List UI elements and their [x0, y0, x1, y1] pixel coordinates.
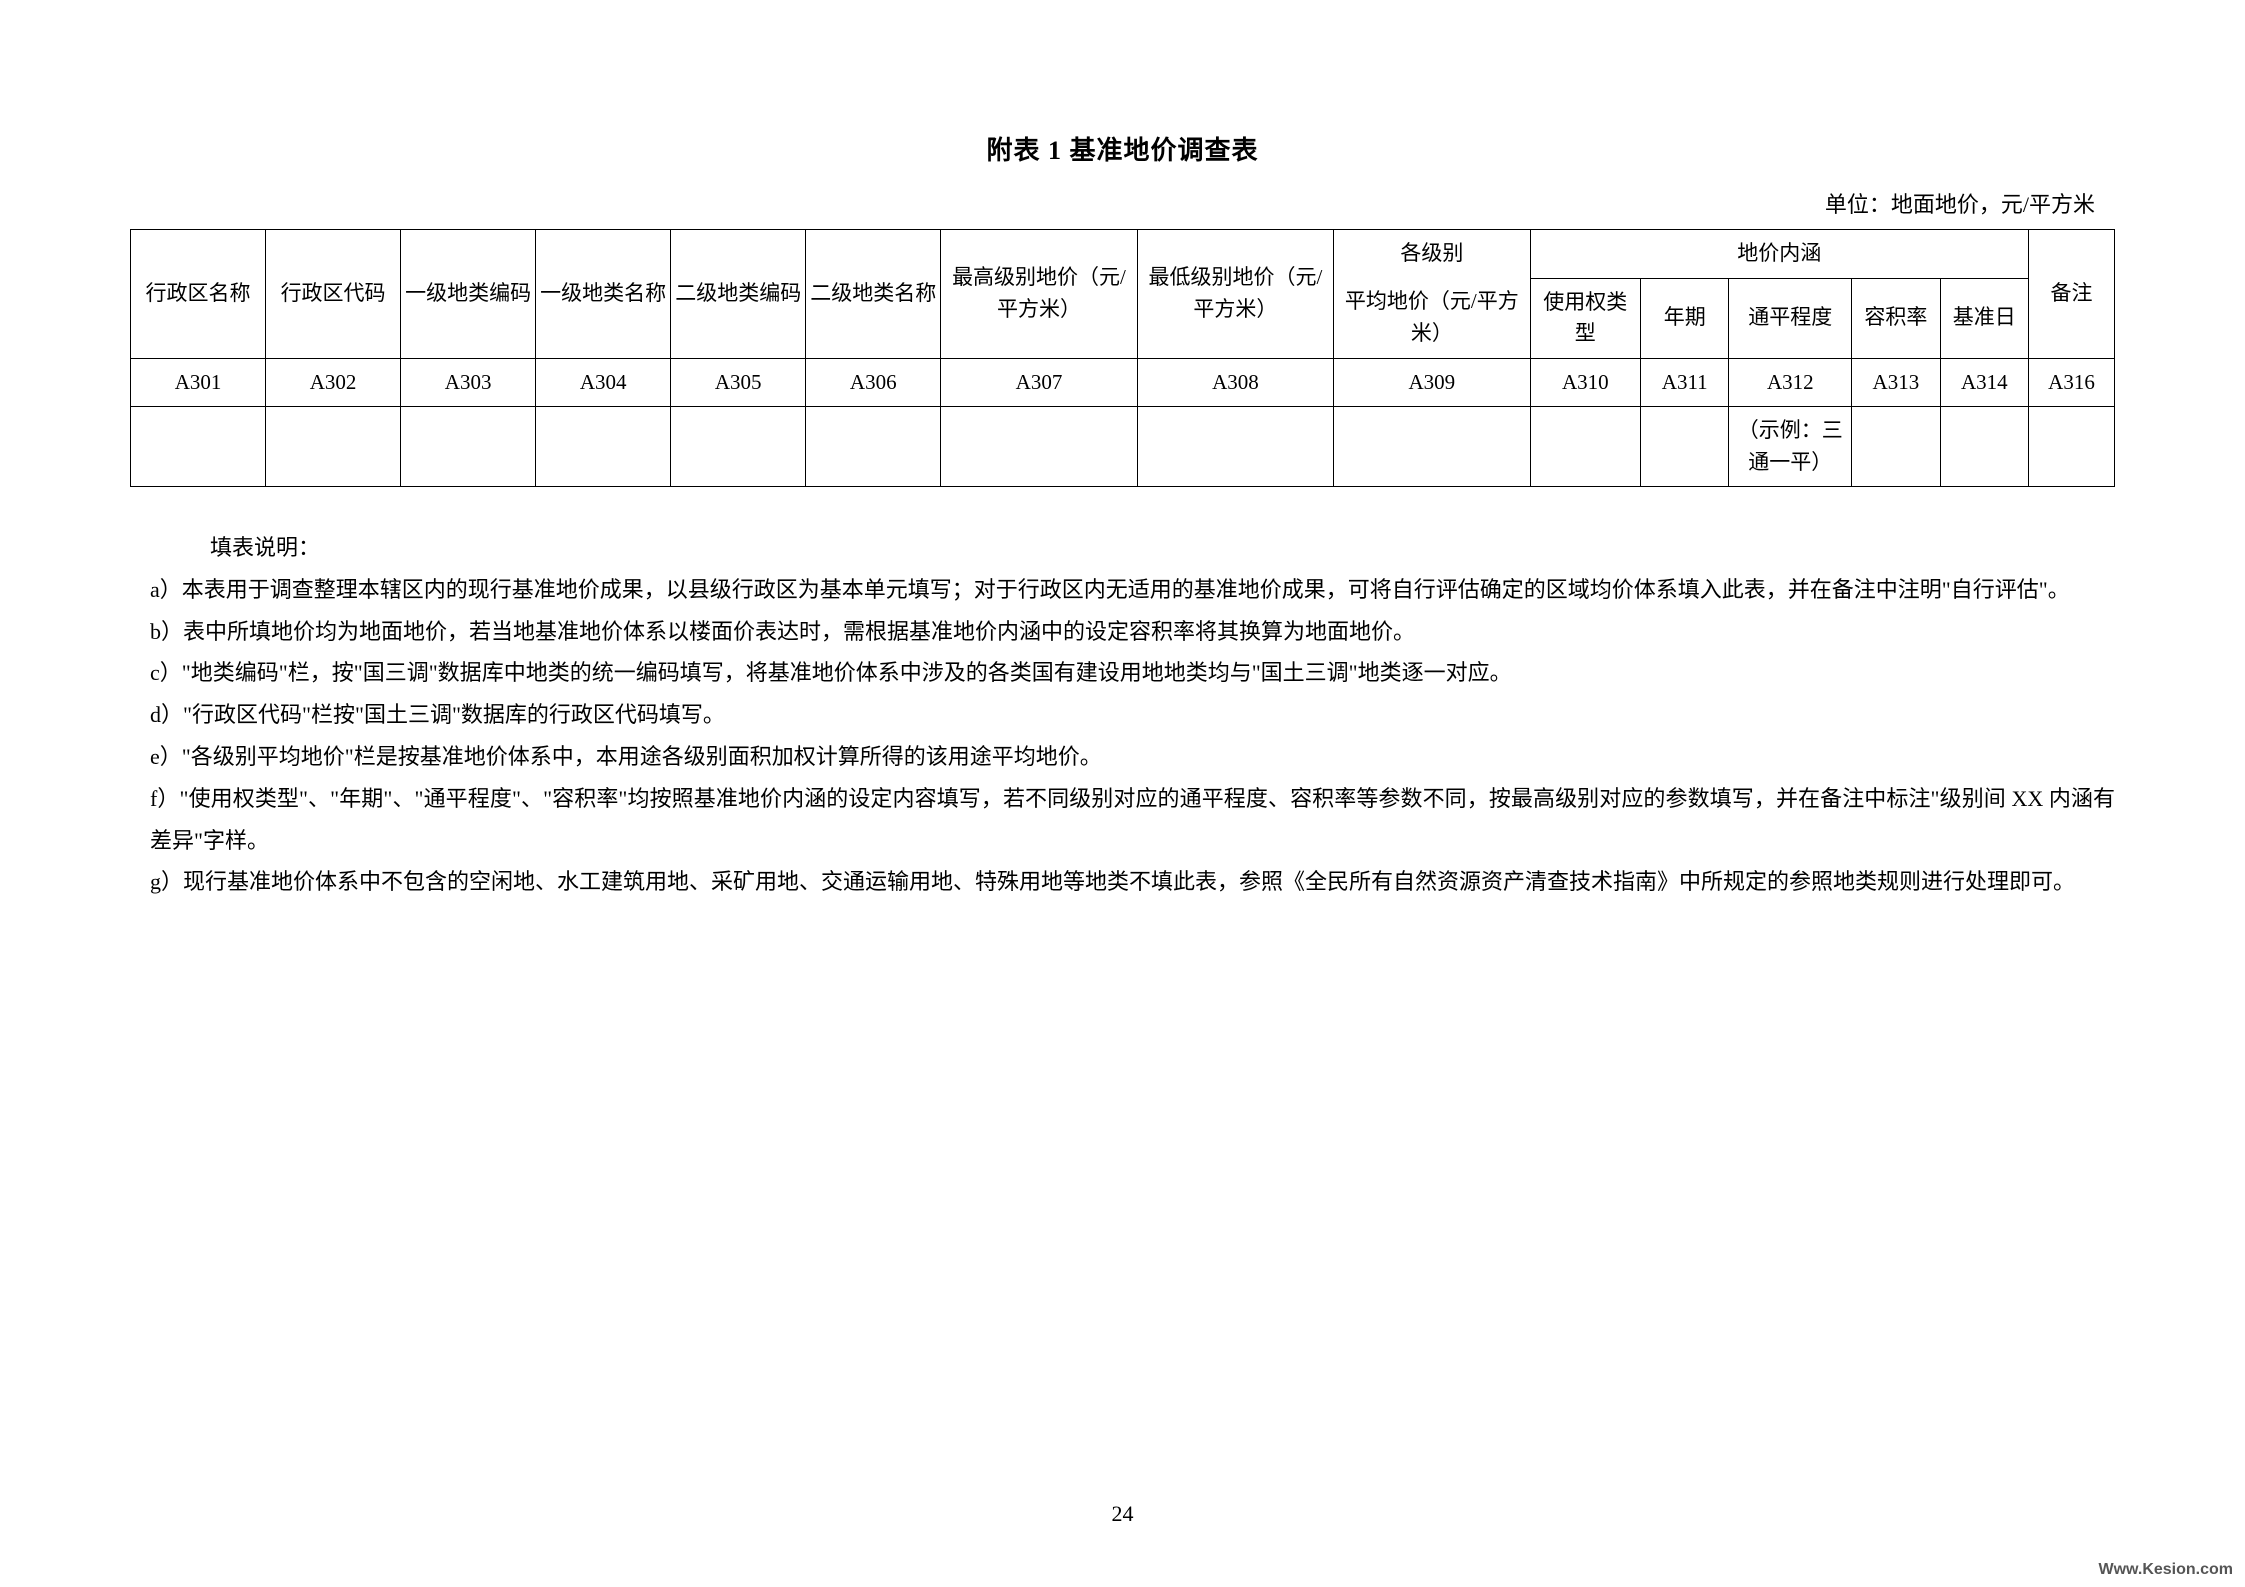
note-item: d）"行政区代码"栏按"国土三调"数据库的行政区代码填写。	[150, 694, 2115, 736]
header-col9-bot: 平均地价（元/平方米）	[1334, 278, 1530, 358]
empty-cell	[536, 407, 671, 487]
code-cell: A307	[941, 358, 1137, 407]
survey-table: 行政区名称 行政区代码 一级地类编码 一级地类名称 二级地类编码 二级地类名称 …	[130, 229, 2115, 487]
header-col12: 通平程度	[1729, 278, 1852, 358]
header-col4: 一级地类名称	[536, 230, 671, 359]
header-col3: 一级地类编码	[401, 230, 536, 359]
header-col10: 使用权类型	[1530, 278, 1640, 358]
header-col6: 二级地类名称	[806, 230, 941, 359]
notes-heading: 填表说明：	[150, 527, 2115, 569]
note-item: b）表中所填地价均为地面地价，若当地基准地价体系以楼面价表达时，需根据基准地价内…	[150, 611, 2115, 653]
note-item: f）"使用权类型"、"年期"、"通平程度"、"容积率"均按照基准地价内涵的设定内…	[150, 778, 2115, 862]
empty-cell	[2029, 407, 2115, 487]
code-cell: A301	[131, 358, 266, 407]
code-cell: A304	[536, 358, 671, 407]
empty-cell	[131, 407, 266, 487]
code-row: A301 A302 A303 A304 A305 A306 A307 A308 …	[131, 358, 2115, 407]
code-cell: A306	[806, 358, 941, 407]
header-col8: 最低级别地价（元/平方米）	[1137, 230, 1333, 359]
page-number: 24	[0, 1501, 2245, 1527]
header-connotation-group: 地价内涵	[1530, 230, 2028, 279]
empty-cell	[1641, 407, 1729, 487]
code-cell: A310	[1530, 358, 1640, 407]
code-cell: A309	[1334, 358, 1530, 407]
empty-cell	[941, 407, 1137, 487]
header-col2: 行政区代码	[266, 230, 401, 359]
empty-cell	[671, 407, 806, 487]
code-cell: A303	[401, 358, 536, 407]
example-row: （示例：三通一平）	[131, 407, 2115, 487]
empty-cell	[266, 407, 401, 487]
code-cell: A302	[266, 358, 401, 407]
note-item: g）现行基准地价体系中不包含的空闲地、水工建筑用地、采矿用地、交通运输用地、特殊…	[150, 861, 2115, 903]
header-col15: 备注	[2029, 230, 2115, 359]
example-cell: （示例：三通一平）	[1729, 407, 1852, 487]
empty-cell	[1940, 407, 2028, 487]
note-item: c）"地类编码"栏，按"国三调"数据库中地类的统一编码填写，将基准地价体系中涉及…	[150, 652, 2115, 694]
empty-cell	[1530, 407, 1640, 487]
code-cell: A312	[1729, 358, 1852, 407]
empty-cell	[1334, 407, 1530, 487]
note-item: a）本表用于调查整理本辖区内的现行基准地价成果，以县级行政区为基本单元填写；对于…	[150, 569, 2115, 611]
code-cell: A313	[1852, 358, 1940, 407]
empty-cell	[806, 407, 941, 487]
note-item: e）"各级别平均地价"栏是按基准地价体系中，本用途各级别面积加权计算所得的该用途…	[150, 736, 2115, 778]
header-col9-top: 各级别	[1334, 230, 1530, 279]
header-col1: 行政区名称	[131, 230, 266, 359]
header-col5: 二级地类编码	[671, 230, 806, 359]
unit-line: 单位：地面地价，元/平方米	[130, 187, 2115, 219]
code-cell: A316	[2029, 358, 2115, 407]
code-cell: A308	[1137, 358, 1333, 407]
notes-section: 填表说明： a）本表用于调查整理本辖区内的现行基准地价成果，以县级行政区为基本单…	[130, 527, 2115, 903]
header-col14: 基准日	[1940, 278, 2028, 358]
code-cell: A314	[1940, 358, 2028, 407]
empty-cell	[1137, 407, 1333, 487]
header-col11: 年期	[1641, 278, 1729, 358]
code-cell: A311	[1641, 358, 1729, 407]
header-col7: 最高级别地价（元/平方米）	[941, 230, 1137, 359]
watermark: Www.Kesion.com	[2098, 1561, 2233, 1579]
header-col13: 容积率	[1852, 278, 1940, 358]
empty-cell	[401, 407, 536, 487]
table-title: 附表 1 基准地价调查表	[130, 130, 2115, 167]
code-cell: A305	[671, 358, 806, 407]
empty-cell	[1852, 407, 1940, 487]
